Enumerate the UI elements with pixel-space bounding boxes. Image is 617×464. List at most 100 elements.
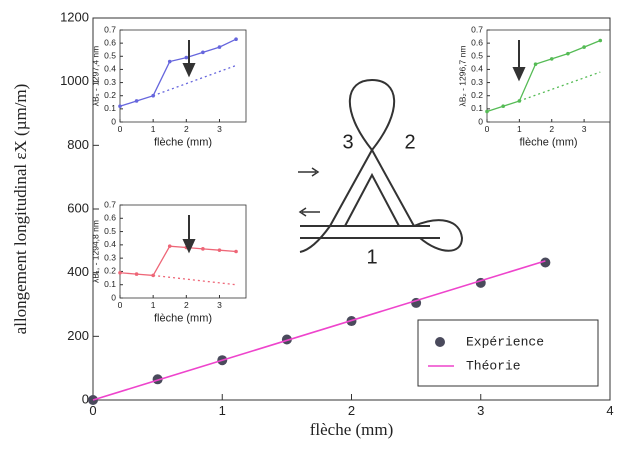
x-tick-label: 2: [184, 124, 189, 134]
fiber-diagram: [298, 78, 464, 253]
x-tick-label: 1: [219, 403, 226, 418]
y-tick-label: 1000: [60, 73, 89, 88]
y-tick-label: 0: [82, 391, 89, 406]
diagram-label: 2: [404, 131, 415, 153]
plot-frame: [119, 29, 247, 123]
top-loop: [348, 78, 396, 151]
plot-frame: [119, 204, 247, 299]
y-tick-label: 0.3: [104, 252, 116, 262]
y-tick-label: 0.6: [104, 37, 116, 47]
x-axis-label: flèche (mm): [310, 420, 394, 439]
y-axis-label: λB₁ - 1297,4 nm: [90, 46, 100, 107]
y-tick-label: 0.5: [104, 51, 116, 61]
data-point: [184, 55, 189, 60]
x-tick-label: 0: [485, 124, 490, 134]
legend-label: Expérience: [466, 334, 544, 349]
data-point: [566, 51, 570, 56]
y-tick-label: 0.3: [471, 77, 483, 87]
x-tick-label: 3: [477, 403, 484, 418]
inset-chart: 0 1 2 3 0 0.1 0.2 0.3 0.4 0.5 0.6 0.7 flèche (mm) λB₁…: [90, 24, 247, 148]
series-line: [153, 274, 237, 286]
x-tick-label: 2: [348, 403, 355, 418]
x-tick-label: 3: [582, 124, 587, 134]
y-tick-label: 0.2: [104, 90, 116, 100]
left-tail: [299, 225, 331, 253]
y-tick-label: 400: [67, 264, 89, 279]
y-tick-label: 0.5: [471, 51, 483, 61]
y-tick-label: 0.4: [471, 64, 483, 74]
data-point: [201, 50, 205, 55]
y-tick-label: 1200: [60, 9, 89, 24]
data-point: [118, 104, 122, 109]
inset-arrows: [182, 40, 526, 254]
series-line: [92, 260, 546, 401]
arrow: [182, 215, 196, 254]
series-line: [119, 38, 237, 107]
diagram-label: 1: [366, 246, 377, 268]
y-tick-label: 0.7: [104, 199, 116, 209]
y-axis-label: allongement longitudinal εX (µm/m): [11, 84, 30, 335]
data-point: [217, 248, 222, 252]
data-point: [167, 59, 172, 64]
data-point: [549, 57, 554, 61]
data-point: [501, 104, 505, 109]
data-point: [167, 244, 172, 248]
triangle: [328, 147, 416, 227]
right-loop: [413, 219, 464, 252]
y-tick-label: 0.7: [104, 24, 116, 34]
y-axis-label: λB₂ - 1296,7 nm: [457, 46, 467, 107]
data-point: [582, 45, 586, 49]
x-tick-label: 2: [549, 124, 554, 134]
arrow: [182, 40, 196, 78]
y-tick-label: 0.3: [104, 77, 116, 87]
y-tick-label: 200: [67, 328, 89, 343]
y-tick-label: 0.2: [471, 90, 483, 100]
x-tick-label: 3: [217, 124, 222, 134]
data-point: [134, 99, 139, 103]
data-point: [598, 38, 603, 43]
data-point: [234, 249, 238, 254]
series-line: [519, 71, 601, 102]
y-tick-label: 0.1: [104, 103, 116, 113]
y-axis-label: λB₁, - 1294,8 nm: [90, 220, 100, 283]
y-tick-label: 0.1: [104, 279, 116, 289]
y-tick-label: 0: [478, 116, 483, 126]
y-tick-label: 0: [111, 116, 116, 126]
y-tick-label: 0.2: [104, 266, 116, 276]
x-tick-label: 0: [118, 300, 123, 310]
x-tick-label: 0: [89, 403, 96, 418]
data-point: [118, 270, 122, 275]
inset-chart: 0 1 2 3 0 0.1 0.2 0.3 0.4 0.5 0.6 0.7 flèche (mm) λB₁…: [90, 199, 247, 324]
data-point: [281, 334, 292, 345]
diagram-label: 3: [342, 131, 353, 153]
data-point: [485, 109, 489, 114]
x-tick-label: 1: [151, 124, 156, 134]
x-tick-label: 0: [118, 124, 123, 134]
x-axis-label: flèche (mm): [154, 136, 212, 148]
y-tick-label: 0.7: [471, 24, 483, 34]
data-point: [234, 37, 238, 41]
y-tick-label: 600: [67, 200, 89, 215]
data-point: [217, 45, 222, 49]
x-tick-label: 1: [517, 124, 522, 134]
y-tick-label: 0.4: [104, 64, 116, 74]
y-tick-label: 0.1: [471, 103, 483, 113]
series-line: [119, 245, 237, 277]
x-tick-label: 4: [606, 403, 613, 418]
x-tick-label: 1: [151, 300, 156, 310]
legend-marker: [435, 337, 445, 347]
series-line: [486, 39, 601, 113]
x-tick-label: 3: [217, 300, 222, 310]
x-tick-label: 2: [184, 300, 189, 310]
legend-box: [417, 319, 599, 387]
y-tick-label: 0.4: [104, 239, 116, 249]
y-tick-label: 0.6: [471, 37, 483, 47]
arrows: [298, 167, 320, 217]
x-axis-label: flèche (mm): [154, 312, 212, 324]
arrow: [512, 40, 526, 82]
y-tick-label: 0.6: [104, 213, 116, 223]
legend-label: Théorie: [466, 358, 521, 373]
data-point: [134, 272, 139, 276]
